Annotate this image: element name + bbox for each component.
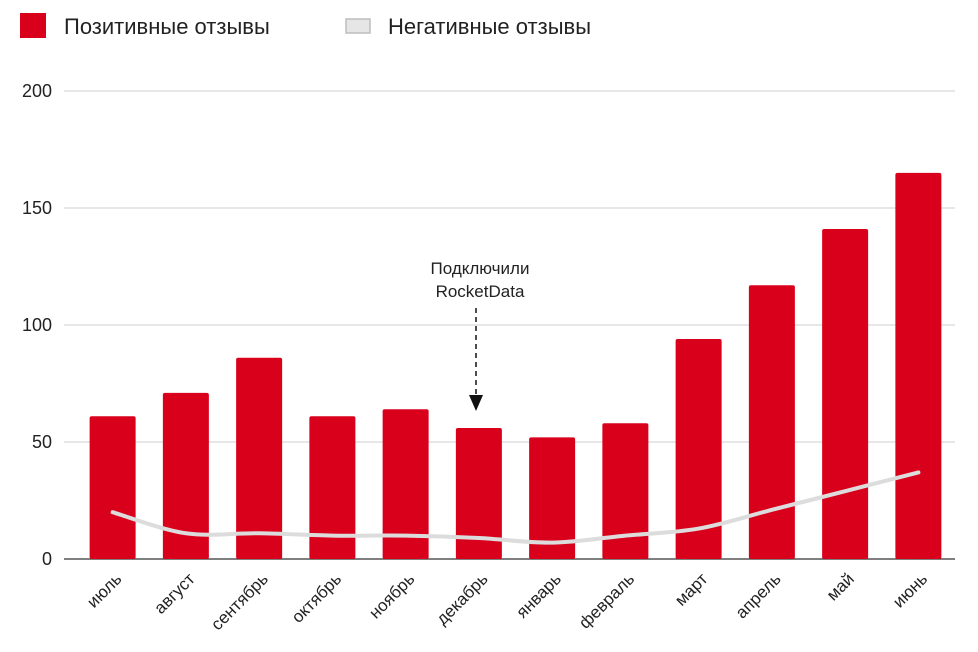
bar-positive [89,416,136,559]
legend-label-negative: Негативные отзывы [388,14,591,39]
y-tick-label: 100 [22,315,52,335]
annotation-text-line1: Подключили [431,259,530,278]
x-tick-label: сентябрь [207,569,272,634]
x-tick-label: июнь [889,569,931,611]
x-tick-label: март [671,569,711,609]
bar-positive [895,172,942,559]
bar-positive [455,427,502,559]
x-axis-tick-labels: июль август сентябрь октябрь ноябрь декабрь ян… [83,569,931,634]
x-tick-label: декабрь [433,569,492,628]
x-tick-label: февраль [575,569,638,632]
x-tick-label: апрель [732,569,785,622]
legend-swatch-positive [20,13,46,38]
x-tick-label: июль [83,569,125,611]
y-tick-label: 0 [42,549,52,569]
bar-positive [602,423,649,559]
legend-label-positive: Позитивные отзывы [64,14,270,39]
bar-positive [748,285,795,559]
bar-positive [236,357,283,559]
legend-item-negative: Негативные отзывы [345,14,591,39]
x-tick-label: январь [512,569,565,622]
x-tick-label: май [823,569,858,604]
y-axis-tick-labels: 0 50 100 150 200 [22,81,52,569]
x-tick-label: август [150,569,198,617]
y-tick-label: 50 [32,432,52,452]
bar-positive [675,339,722,559]
x-tick-label: октябрь [288,569,345,626]
legend-swatch-negative [345,18,371,34]
annotation-text-line2: RocketData [436,282,525,301]
bar-positive [382,409,429,559]
annotation: Подключили RocketData [431,259,530,411]
annotation-arrow-head [469,395,483,411]
bars-positive [89,172,942,559]
y-tick-label: 150 [22,198,52,218]
y-tick-label: 200 [22,81,52,101]
bar-positive [309,416,356,559]
x-tick-label: ноябрь [365,569,418,622]
bar-positive [529,437,576,559]
bar-positive [162,392,209,559]
bar-positive [822,229,869,559]
legend-item-positive: Позитивные отзывы [20,13,270,39]
grid [64,90,955,560]
legend: Позитивные отзывы Негативные отзывы [20,13,591,39]
series-line-negative [110,470,921,545]
